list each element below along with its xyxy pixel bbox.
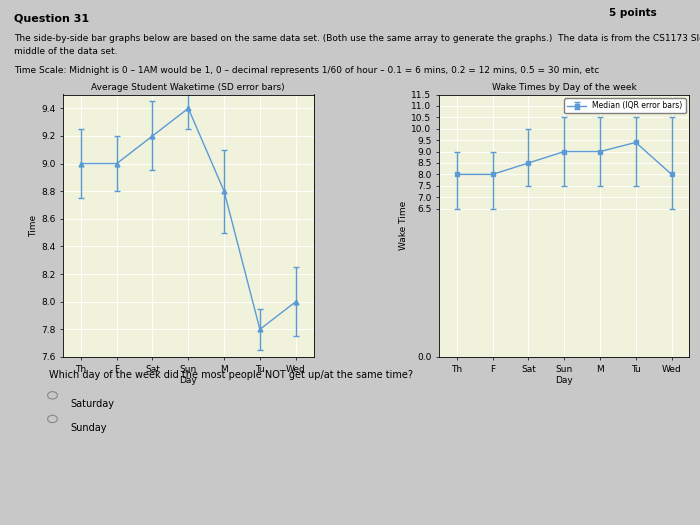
- Text: Saturday: Saturday: [70, 399, 114, 409]
- X-axis label: Day: Day: [555, 376, 573, 385]
- Text: middle of the data set.: middle of the data set.: [14, 47, 118, 56]
- Text: 5 points: 5 points: [609, 8, 657, 18]
- Text: Question 31: Question 31: [14, 13, 89, 23]
- Y-axis label: Time: Time: [29, 215, 38, 237]
- Text: The side-by-side bar graphs below are based on the same data set. (Both use the : The side-by-side bar graphs below are ba…: [14, 34, 700, 43]
- Text: Time Scale: Midnight is 0 – 1AM would be 1, 0 – decimal represents 1/60 of hour : Time Scale: Midnight is 0 – 1AM would be…: [14, 66, 599, 75]
- Text: Sunday: Sunday: [70, 423, 106, 433]
- Text: Which day of the week did the most people NOT get up/at the same time?: Which day of the week did the most peopl…: [49, 370, 413, 380]
- Title: Wake Times by Day of the week: Wake Times by Day of the week: [492, 83, 636, 92]
- X-axis label: Day: Day: [179, 376, 197, 385]
- Title: Average Student Waketime (SD error bars): Average Student Waketime (SD error bars): [92, 83, 285, 92]
- Y-axis label: Wake Time: Wake Time: [400, 201, 408, 250]
- Legend: Median (IQR error bars): Median (IQR error bars): [564, 98, 686, 113]
